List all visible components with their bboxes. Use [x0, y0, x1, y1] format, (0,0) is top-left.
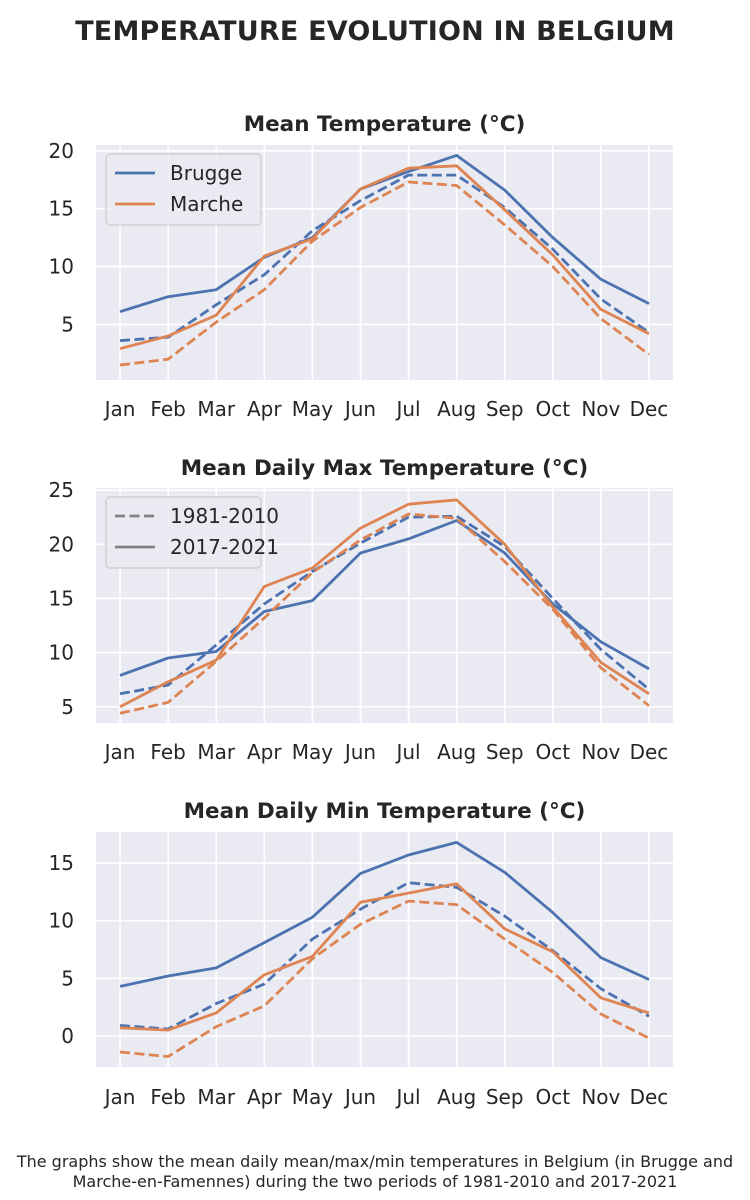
- x-tick-label: May: [292, 1085, 334, 1109]
- legend-label: Brugge: [170, 161, 242, 185]
- x-tick-label: Jul: [394, 397, 420, 421]
- x-tick-label: Nov: [581, 1085, 620, 1109]
- x-tick-label: Jan: [103, 740, 136, 764]
- caption-line-1: The graphs show the mean daily mean/max/…: [16, 1152, 734, 1171]
- x-tick-label: Aug: [437, 397, 476, 421]
- legend-label: 2017-2021: [170, 535, 279, 559]
- x-tick-label: Feb: [150, 1085, 185, 1109]
- series-line-marche-1981-2010: [119, 512, 650, 715]
- y-tick-label: 15: [49, 197, 74, 221]
- x-tick-label: Feb: [150, 740, 185, 764]
- y-tick-label: 15: [49, 851, 74, 875]
- chart-title: Mean Temperature (°C): [244, 112, 526, 137]
- x-tick-label: Dec: [630, 1085, 669, 1109]
- series-line-brugge-1981-2010: [119, 173, 650, 342]
- legend-label: 1981-2010: [170, 504, 279, 528]
- page-title: TEMPERATURE EVOLUTION IN BELGIUM: [75, 16, 675, 47]
- chart-2: 5 10 15 20 25 Jan Feb Mar Apr May Jun Jul Aug Sep Oct N…: [49, 456, 673, 764]
- series-line-marche-2017-2021: [119, 498, 650, 709]
- x-tick-label: Nov: [581, 397, 620, 421]
- series-line-marche-1981-2010: [119, 899, 650, 1058]
- x-tick-label: Apr: [247, 1085, 282, 1109]
- y-tick-label: 15: [49, 586, 74, 610]
- y-tick-label: 20: [49, 532, 74, 556]
- x-tick-label: Jan: [103, 397, 136, 421]
- x-tick-label: Dec: [630, 397, 669, 421]
- series-line-brugge-1981-2010: [119, 881, 650, 1031]
- x-tick-label: May: [292, 740, 334, 764]
- chart-3: 0 5 10 15 Jan Feb Mar Apr May Jun Jul Aug Sep Oct Nov D…: [49, 799, 673, 1109]
- plot-background: [96, 832, 673, 1067]
- x-tick-label: Mar: [197, 397, 236, 421]
- series-line-marche-2017-2021: [119, 882, 650, 1032]
- chart-title: Mean Daily Min Temperature (°C): [184, 799, 586, 824]
- series-line-marche-1981-2010: [119, 180, 650, 367]
- x-tick-label: Jun: [343, 1085, 376, 1109]
- x-tick-label: Feb: [150, 397, 185, 421]
- series-line-brugge-2017-2021: [119, 519, 650, 677]
- series-line-brugge-1981-2010: [119, 514, 650, 696]
- x-tick-label: Aug: [437, 740, 476, 764]
- x-tick-label: Dec: [630, 740, 669, 764]
- x-tick-label: Nov: [581, 740, 620, 764]
- x-tick-label: Oct: [535, 740, 570, 764]
- x-tick-label: Aug: [437, 1085, 476, 1109]
- x-tick-label: Mar: [197, 1085, 236, 1109]
- x-tick-label: May: [292, 397, 334, 421]
- x-tick-label: Apr: [247, 397, 282, 421]
- caption: The graphs show the mean daily mean/max/…: [0, 1152, 750, 1192]
- caption-line-2: Marche-en-Famennes) during the two perio…: [72, 1172, 678, 1191]
- x-tick-label: Jul: [394, 740, 420, 764]
- y-tick-label: 10: [49, 641, 74, 665]
- y-tick-label: 25: [49, 478, 74, 502]
- x-tick-label: Oct: [535, 397, 570, 421]
- y-tick-label: 5: [61, 312, 74, 336]
- x-tick-label: Jun: [343, 740, 376, 764]
- y-tick-label: 5: [61, 695, 74, 719]
- x-tick-label: Apr: [247, 740, 282, 764]
- legend-label: Marche: [170, 192, 243, 216]
- chart-title: Mean Daily Max Temperature (°C): [181, 456, 588, 481]
- x-tick-label: Sep: [486, 740, 524, 764]
- charts-canvas: 5 10 15 20 Jan Feb Mar Apr May Jun Jul Aug Sep Oct Nov…: [49, 112, 673, 1109]
- x-tick-label: Jun: [343, 397, 376, 421]
- y-tick-label: 10: [49, 909, 74, 933]
- series-line-brugge-2017-2021: [119, 841, 650, 988]
- y-tick-label: 10: [49, 255, 74, 279]
- chart-1: 5 10 15 20 Jan Feb Mar Apr May Jun Jul Aug Sep Oct Nov…: [49, 112, 673, 421]
- x-tick-label: Sep: [486, 397, 524, 421]
- series-line-brugge-2017-2021: [119, 153, 650, 314]
- y-tick-label: 0: [61, 1024, 74, 1048]
- series-line-marche-2017-2021: [119, 164, 650, 351]
- x-tick-label: Sep: [486, 1085, 524, 1109]
- x-tick-label: Oct: [535, 1085, 570, 1109]
- y-tick-label: 20: [49, 139, 74, 163]
- x-tick-label: Mar: [197, 740, 236, 764]
- y-tick-label: 5: [61, 966, 74, 990]
- x-tick-label: Jan: [103, 1085, 136, 1109]
- x-tick-label: Jul: [394, 1085, 420, 1109]
